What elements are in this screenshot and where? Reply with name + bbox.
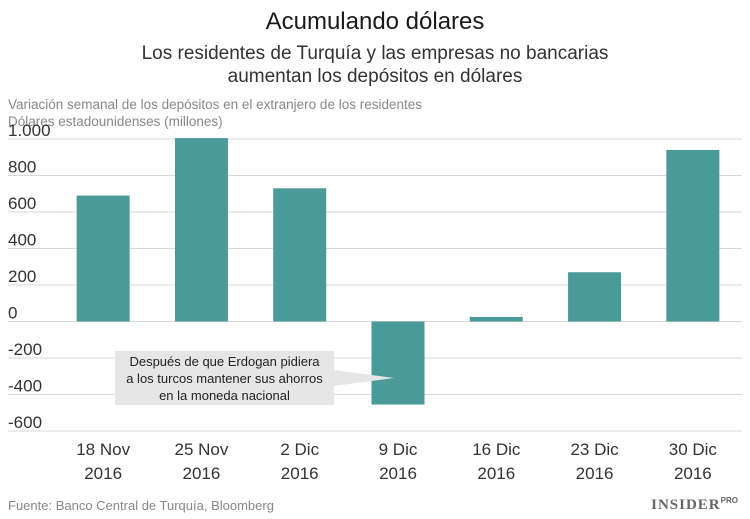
brand-name: INSIDER: [651, 497, 721, 513]
y-tick-label: 800: [8, 158, 36, 177]
y-axis-label: Variación semanal de los depósitos en el…: [8, 96, 422, 130]
y-axis-label-line-1: Variación semanal de los depósitos en el…: [8, 97, 422, 112]
x-tick-label: 25 Nov: [174, 440, 228, 459]
annotation-line-1: Después de que Erdogan pidiera: [129, 353, 320, 369]
x-tick-label: 30 Dic: [669, 440, 718, 459]
bar: [371, 321, 425, 405]
y-tick-label: 400: [8, 231, 36, 250]
brand-logo: INSIDERPRO: [651, 496, 738, 514]
x-tick-label: 2016: [84, 464, 122, 483]
subtitle-line-2: aumentan los depósitos en dólares: [227, 66, 523, 87]
bar: [174, 138, 228, 322]
y-tick-label: -600: [8, 413, 42, 432]
y-tick-label: 0: [8, 304, 17, 323]
x-tick-label: 16 Dic: [472, 440, 521, 459]
x-tick-label: 2016: [477, 464, 515, 483]
x-tick-label: 2016: [183, 464, 221, 483]
callout-arrow: [334, 370, 394, 386]
x-tick-label: 18 Nov: [76, 440, 130, 459]
y-axis-label-line-2: Dólares estadounidenses (millones): [8, 114, 223, 129]
y-tick-label: 200: [8, 267, 36, 286]
y-tick-label: -400: [8, 377, 42, 396]
annotation-callout: Después de que Erdogan pidiera a los tur…: [115, 351, 334, 405]
bar: [666, 149, 720, 322]
x-tick-label: 9 Dic: [379, 440, 418, 459]
annotation-line-2: a los turcos mantener sus ahorros: [126, 370, 323, 386]
subtitle-line-1: Los residentes de Turquía y las empresas…: [141, 43, 609, 64]
bar: [568, 272, 622, 322]
x-tick-label: 2016: [674, 464, 712, 483]
x-tick-label: 2 Dic: [280, 440, 319, 459]
source-note: Fuente: Banco Central de Turquía, Bloomb…: [8, 498, 274, 513]
y-tick-label: -200: [8, 340, 42, 359]
chart-subtitle: Los residentes de Turquía y las empresas…: [0, 42, 750, 88]
x-tick-label: 23 Dic: [570, 440, 619, 459]
bar: [469, 316, 523, 322]
annotation-line-3: en la moneda nacional: [159, 387, 290, 403]
x-tick-label: 2016: [281, 464, 319, 483]
y-tick-label: 600: [8, 194, 36, 213]
bar: [273, 188, 327, 322]
chart-title: Acumulando dólares: [265, 8, 485, 35]
brand-suffix: PRO: [720, 496, 738, 505]
x-tick-label: 2016: [379, 464, 417, 483]
y-tick-label: 1.000: [8, 121, 51, 140]
bar: [76, 195, 130, 322]
x-tick-label: 2016: [576, 464, 614, 483]
